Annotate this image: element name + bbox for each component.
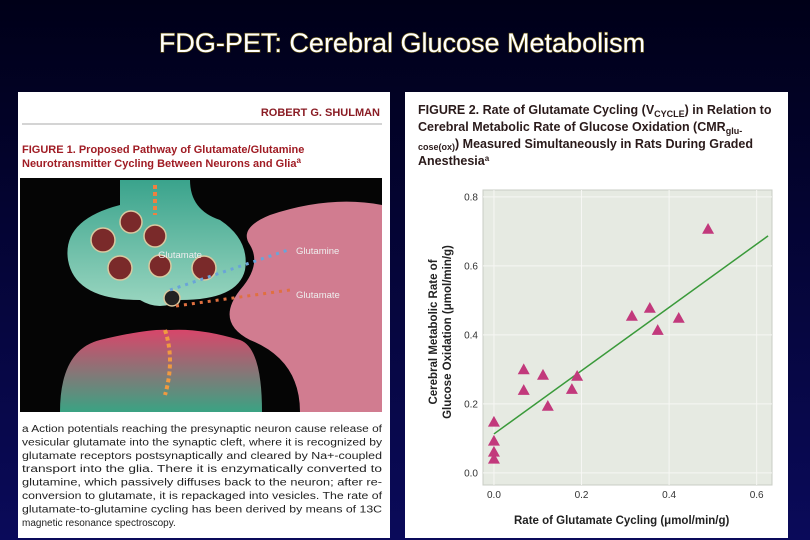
y-axis-label: Glucose Oxidation (μmol/min/g) [442,245,454,419]
vesicles [90,210,217,307]
point [643,302,656,313]
note-line: glutamate-to-glutamine cycling has been … [22,504,382,515]
note-line: conversion to glutamate, it is repackage… [22,491,382,502]
postsynaptic-neuron [60,329,262,412]
point [517,363,530,375]
author: ROBERT G. SHULMAN [261,107,380,119]
y-tick-label: 0.8 [464,192,478,203]
x-tick-label: 0.2 [575,490,589,501]
point [672,312,685,323]
title-sub: cose(ox) [418,142,455,152]
title-text: FIGURE 2. Rate of Glutamate Cycling (V [418,103,655,117]
chart-title: Anesthesiaa [418,154,490,168]
caption: Neurotransmitter Cycling Between Neurons… [22,156,301,170]
caption-text: FIGURE 1. Proposed Pathway of Glutamate/… [22,144,304,156]
caption-text: Neurotransmitter Cycling Between Neurons… [22,158,297,170]
point [625,309,638,321]
point [651,324,664,335]
point [536,368,549,380]
title-text: ) in Relation to [685,103,772,117]
x-axis-label: Rate of Glutamate Cycling (μmol/min/g) [514,515,730,527]
caption: FIGURE 1. Proposed Pathway of Glutamate/… [22,144,304,156]
x-tick-label: 0.0 [487,490,501,501]
point [517,384,530,395]
diagram-label: Glutamine [296,246,339,257]
title-text: Cerebral Metabolic Rate of Glucose Oxida… [418,120,726,134]
y-tick-label: 0.4 [464,330,478,341]
note-line: transport into the glia. There it is enz… [22,464,383,475]
point [487,415,500,427]
diagram-label: Glutamate [158,250,202,261]
x-tick-label: 0.6 [750,490,764,501]
caption-sup: a [296,156,301,165]
point [571,369,584,381]
note-line: vesicular glutamate into the synaptic cl… [22,437,382,448]
point [487,434,500,446]
point [702,222,715,234]
signal [163,329,172,396]
point [565,383,578,394]
title-sub: CYCLE [654,109,685,119]
chart-title: Cerebral Metabolic Rate of Glucose Oxida… [418,120,742,136]
note: a Action potentials reaching the presyna… [22,424,383,529]
figure-2: FIGURE 2. Rate of Glutamate Cycling (VCY… [405,92,788,538]
note-line: glutamate receptors postsynaptically and… [22,451,382,462]
note-line: a Action potentials reaching the presyna… [22,424,382,435]
point [487,445,500,457]
title-sub: glu- [726,126,743,136]
y-axis-label: Cerebral Metabolic Rate of [428,259,440,404]
title-text: Anesthesia [418,154,486,168]
chart-title: cose(ox)) Measured Simultaneously in Rat… [418,137,753,152]
note-line: magnetic resonance spectroscopy. [22,518,176,529]
fit-line [493,235,769,435]
diagram-label: Glutamate [296,290,340,301]
point [487,452,500,464]
y-tick-label: 0.0 [464,468,478,479]
y-tick-label: 0.6 [464,261,478,272]
glutamate-path [175,288,291,308]
note-line: glutamine, which passively diffuses back… [22,478,382,489]
x-tick-label: 0.4 [662,490,676,501]
point [541,399,554,411]
slide-title: FDG-PET: Cerebral Glucose Metabolism [159,28,645,58]
glia [229,201,382,412]
figure-1: ROBERT G. SHULMAN FIGURE 1. Proposed Pat… [18,92,390,538]
chart-title: FIGURE 2. Rate of Glutamate Cycling (VCY… [418,103,772,119]
y-tick-label: 0.2 [464,399,478,410]
title-text: ) Measured Simultaneously in Rats During… [455,137,753,151]
title-sup: a [485,154,490,163]
